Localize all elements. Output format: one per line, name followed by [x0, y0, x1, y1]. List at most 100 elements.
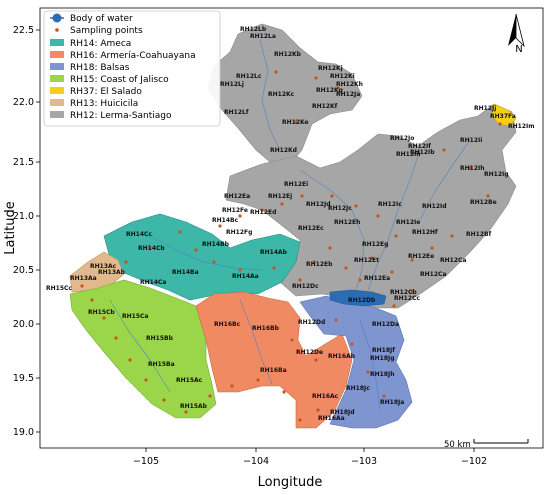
- basin-label: RH12Et: [354, 257, 379, 264]
- water-swatch-marker: [52, 13, 62, 23]
- points-swatch-marker: [55, 28, 59, 32]
- body-of-water-chapala: [329, 289, 387, 307]
- basin-label: RH12Be: [470, 199, 497, 206]
- basin-label: RH16Bc: [214, 321, 241, 328]
- basin-label: RH15Cc: [46, 285, 72, 292]
- basin-label: RH12Ih: [460, 165, 485, 172]
- region-rh13-huicicila: [69, 251, 125, 293]
- basin-label: RH12Ed: [250, 209, 276, 216]
- x-axis: −105 −104 −103 −102 Longitude: [133, 448, 487, 490]
- basin-label: RH15Ba: [148, 361, 175, 368]
- basin-label: RH37Fa: [490, 113, 516, 120]
- region-rh15-coast-of-jalisco: [69, 279, 217, 419]
- basin-label: RH12Jc: [328, 205, 352, 212]
- basin-label: RH14Aa: [232, 273, 259, 280]
- basin-label: RH14Bc: [212, 217, 239, 224]
- basin-label: RH12Eg: [362, 241, 388, 248]
- basin-label: RH18Jh: [370, 371, 395, 378]
- basin-label: RH12Jj: [474, 105, 496, 112]
- basin-label: RH12Eb: [306, 261, 333, 268]
- y-tick-label: 21.5: [13, 157, 34, 168]
- basin-label: RH12De: [296, 349, 323, 356]
- basin-label: RH12Db: [348, 297, 376, 304]
- basin-label: RH14Ab: [260, 249, 288, 256]
- basin-label: RH15Ca: [122, 313, 148, 320]
- legend-region-rows: RH14: Ameca RH16: Armería-Coahuayana RH18:…: [50, 39, 196, 121]
- basin-label: RH13Ab: [98, 269, 126, 276]
- legend-swatch: [50, 99, 64, 106]
- basin-label: RH15Cb: [88, 309, 115, 316]
- basin-label: RH12Ea: [364, 275, 390, 282]
- basin-label: RH18Jg: [370, 355, 395, 362]
- basin-label: RH12Jo: [390, 135, 414, 142]
- x-tick-label: −105: [133, 456, 159, 467]
- map-regions: RH12LbRH12LaRH12KbRH12LcRH12KjRH12KiRH12…: [46, 23, 534, 429]
- legend-swatch: [50, 75, 64, 82]
- basin-label: RH12Ii: [460, 137, 482, 144]
- region-rh16-armeria-coahuayana: [195, 291, 353, 429]
- y-tick-label: 22.0: [13, 97, 34, 108]
- basin-label: RH12Ca: [440, 257, 466, 264]
- basin-label: RH12Ja: [336, 91, 360, 98]
- basin-label: RH12Kj: [318, 65, 343, 72]
- basin-label: RH12Cc: [394, 295, 420, 302]
- x-tick-label: −104: [243, 456, 269, 467]
- basin-label: RH12Lb: [240, 26, 267, 33]
- y-tick-label: 20.5: [13, 265, 34, 276]
- y-tick-label: 21.0: [13, 211, 34, 222]
- basin-label: RH12Kf: [312, 103, 338, 110]
- basin-label: RH12Ie: [396, 219, 420, 226]
- basin-label: RH18Jc: [346, 385, 370, 392]
- basin-label: RH12Cb: [390, 289, 417, 296]
- basin-label: RH12Lc: [236, 73, 262, 80]
- basin-label: RH14Cb: [138, 245, 165, 252]
- y-tick-label: 20.0: [13, 319, 34, 330]
- basin-label: RH12Dd: [298, 319, 325, 326]
- basin-label: RH16Aa: [318, 415, 345, 422]
- basin-label: RH12Ib: [410, 149, 435, 156]
- basin-label: RH16Bb: [252, 325, 280, 332]
- basin-label: RH12Ee: [408, 253, 434, 260]
- basin-label: RH12In: [396, 151, 421, 158]
- basin-label: RH12If: [408, 143, 431, 150]
- basin-label: RH12Id: [422, 203, 447, 210]
- basin-label: RH12Lf: [224, 109, 249, 116]
- basin-label: RH12La: [250, 33, 276, 40]
- basin-label: RH12Kb: [274, 51, 302, 58]
- legend-swatch: [50, 39, 64, 46]
- basin-label: RH12Ig: [484, 171, 509, 178]
- basin-label: RH12Jd: [306, 201, 331, 208]
- y-tick-label: 19.0: [13, 427, 34, 438]
- basin-label: RH16Ab: [328, 353, 356, 360]
- legend-box: [43, 10, 221, 127]
- basin-label: RH12Da: [372, 321, 399, 328]
- legend-swatch: [50, 51, 64, 58]
- legend-swatch: [50, 111, 64, 118]
- basin-label: RH12Kc: [268, 91, 295, 98]
- legend-swatch: [50, 87, 64, 94]
- y-axis-title: Latitude: [3, 201, 18, 255]
- basin-label: RH12Kh: [336, 81, 363, 88]
- y-tick-label: 22.5: [13, 25, 34, 36]
- river-network: [109, 39, 471, 411]
- legend-points-label: Sampling points: [70, 26, 143, 36]
- region-rh14-ameca: [103, 213, 301, 301]
- basin-label: RH18Ja: [380, 399, 404, 406]
- basin-label: RH12Ej: [268, 193, 292, 200]
- basin-label: RH12Ca: [420, 271, 446, 278]
- basin-label: RH12Ke: [282, 119, 309, 126]
- basin-label: RH18Jf: [372, 347, 395, 354]
- basin-label: RH12Ic: [378, 201, 402, 208]
- legend-region-label: RH12: Lerma-Santiago: [70, 111, 172, 121]
- legend-water-label: Body of water: [70, 14, 133, 24]
- sampling-points: [80, 70, 502, 422]
- legend-region-label: RH16: Armería-Coahuayana: [70, 51, 196, 61]
- basin-label: RH12Fe: [222, 207, 248, 214]
- basin-label: RH15Ac: [176, 377, 203, 384]
- basin-label: RH12Ei: [284, 181, 308, 188]
- basin-label: RH13Ac: [90, 263, 117, 270]
- basin-label: RH12Eh: [334, 219, 360, 226]
- x-tick-label: −103: [351, 456, 377, 467]
- basin-label: RH12Fg: [226, 229, 252, 236]
